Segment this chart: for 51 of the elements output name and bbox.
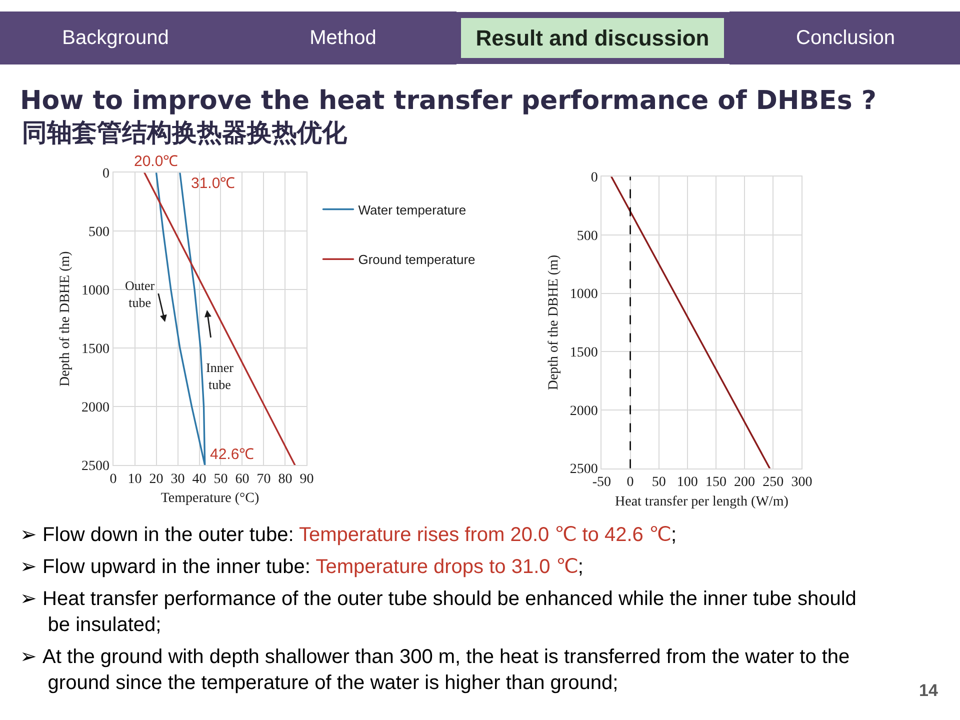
x-tick-label: 80 [278, 472, 292, 487]
y-tick-label: 1500 [570, 346, 598, 361]
y-tick-label: 2500 [82, 458, 110, 474]
x-tick-label: 10 [128, 472, 142, 487]
text: Result and discussion [476, 26, 710, 50]
x-tick-label: 30 [170, 472, 185, 487]
y-tick-label: 500 [576, 228, 598, 244]
text: Background [62, 27, 169, 49]
x-tick-label: 40 [192, 472, 206, 487]
y-axis-title: Depth of the DBHE (m) [546, 254, 562, 390]
x-tick-label: 250 [762, 475, 784, 490]
annotation: 42.6℃ [210, 446, 254, 463]
x-tick-label: 60 [235, 472, 250, 487]
y-tick-label: 500 [88, 225, 110, 240]
x-tick-label: 70 [256, 472, 271, 487]
legend-label: Ground temperature [358, 252, 476, 268]
x-axis-title: Temperature (°C) [160, 491, 260, 506]
x-tick-label: 50 [652, 475, 666, 490]
text: How to improve the heat transfer performance of DHBEs ? [20, 86, 876, 116]
y-tick-label: 0 [102, 166, 110, 182]
text: ➢ Flow down in the outer tube: Temperature rises from 20.0 ℃ to 42.6 ℃; [20, 524, 677, 546]
x-tick-label: 200 [734, 475, 756, 490]
text: ➢ Flow upward in the inner tube: Temperature drops to 31.0 ℃; [20, 556, 584, 578]
x-tick-label: 20 [149, 472, 164, 487]
text: Conclusion [796, 27, 895, 49]
x-tick-label: 50 [214, 472, 228, 487]
x-tick-label: 300 [791, 475, 812, 490]
y-tick-label: 1000 [82, 284, 110, 299]
text: 同轴套管结构换热器换热优化 [22, 119, 348, 147]
x-tick-label: 100 [676, 475, 698, 490]
y-tick-label: 0 [590, 170, 598, 186]
y-axis-title: Depth of the DBHE (m) [58, 250, 74, 387]
x-tick-label: 0 [626, 475, 634, 490]
y-tick-label: 2000 [570, 404, 598, 419]
x-axis-title: Heat transfer per length (W/m) [615, 494, 789, 510]
y-tick-label: 1000 [570, 287, 598, 302]
x-tick-label: 90 [300, 472, 314, 487]
text: Method [310, 27, 376, 49]
y-tick-label: 2500 [570, 462, 598, 478]
y-tick-label: 1500 [82, 342, 110, 357]
y-tick-label: 2000 [82, 400, 110, 416]
annotation: Inner tube [206, 360, 234, 392]
annotation: Outer tube [125, 278, 156, 310]
annotation: 20.0℃ [134, 153, 178, 170]
text: ➢ Heat transfer performance of the outer tube should be enhanced while the inner tube should be insulated; [20, 588, 856, 636]
x-tick-label: -50 [592, 475, 612, 490]
annotation: 31.0℃ [191, 175, 236, 192]
text: ➢ At the ground with depth shallower than 300 m, the heat is transferred from the water to the ground since the temperature of the water is higher than ground; [20, 646, 850, 694]
legend-label: Water temperature [358, 202, 466, 218]
x-tick-label: 150 [705, 475, 726, 490]
text: 14 [919, 681, 938, 700]
